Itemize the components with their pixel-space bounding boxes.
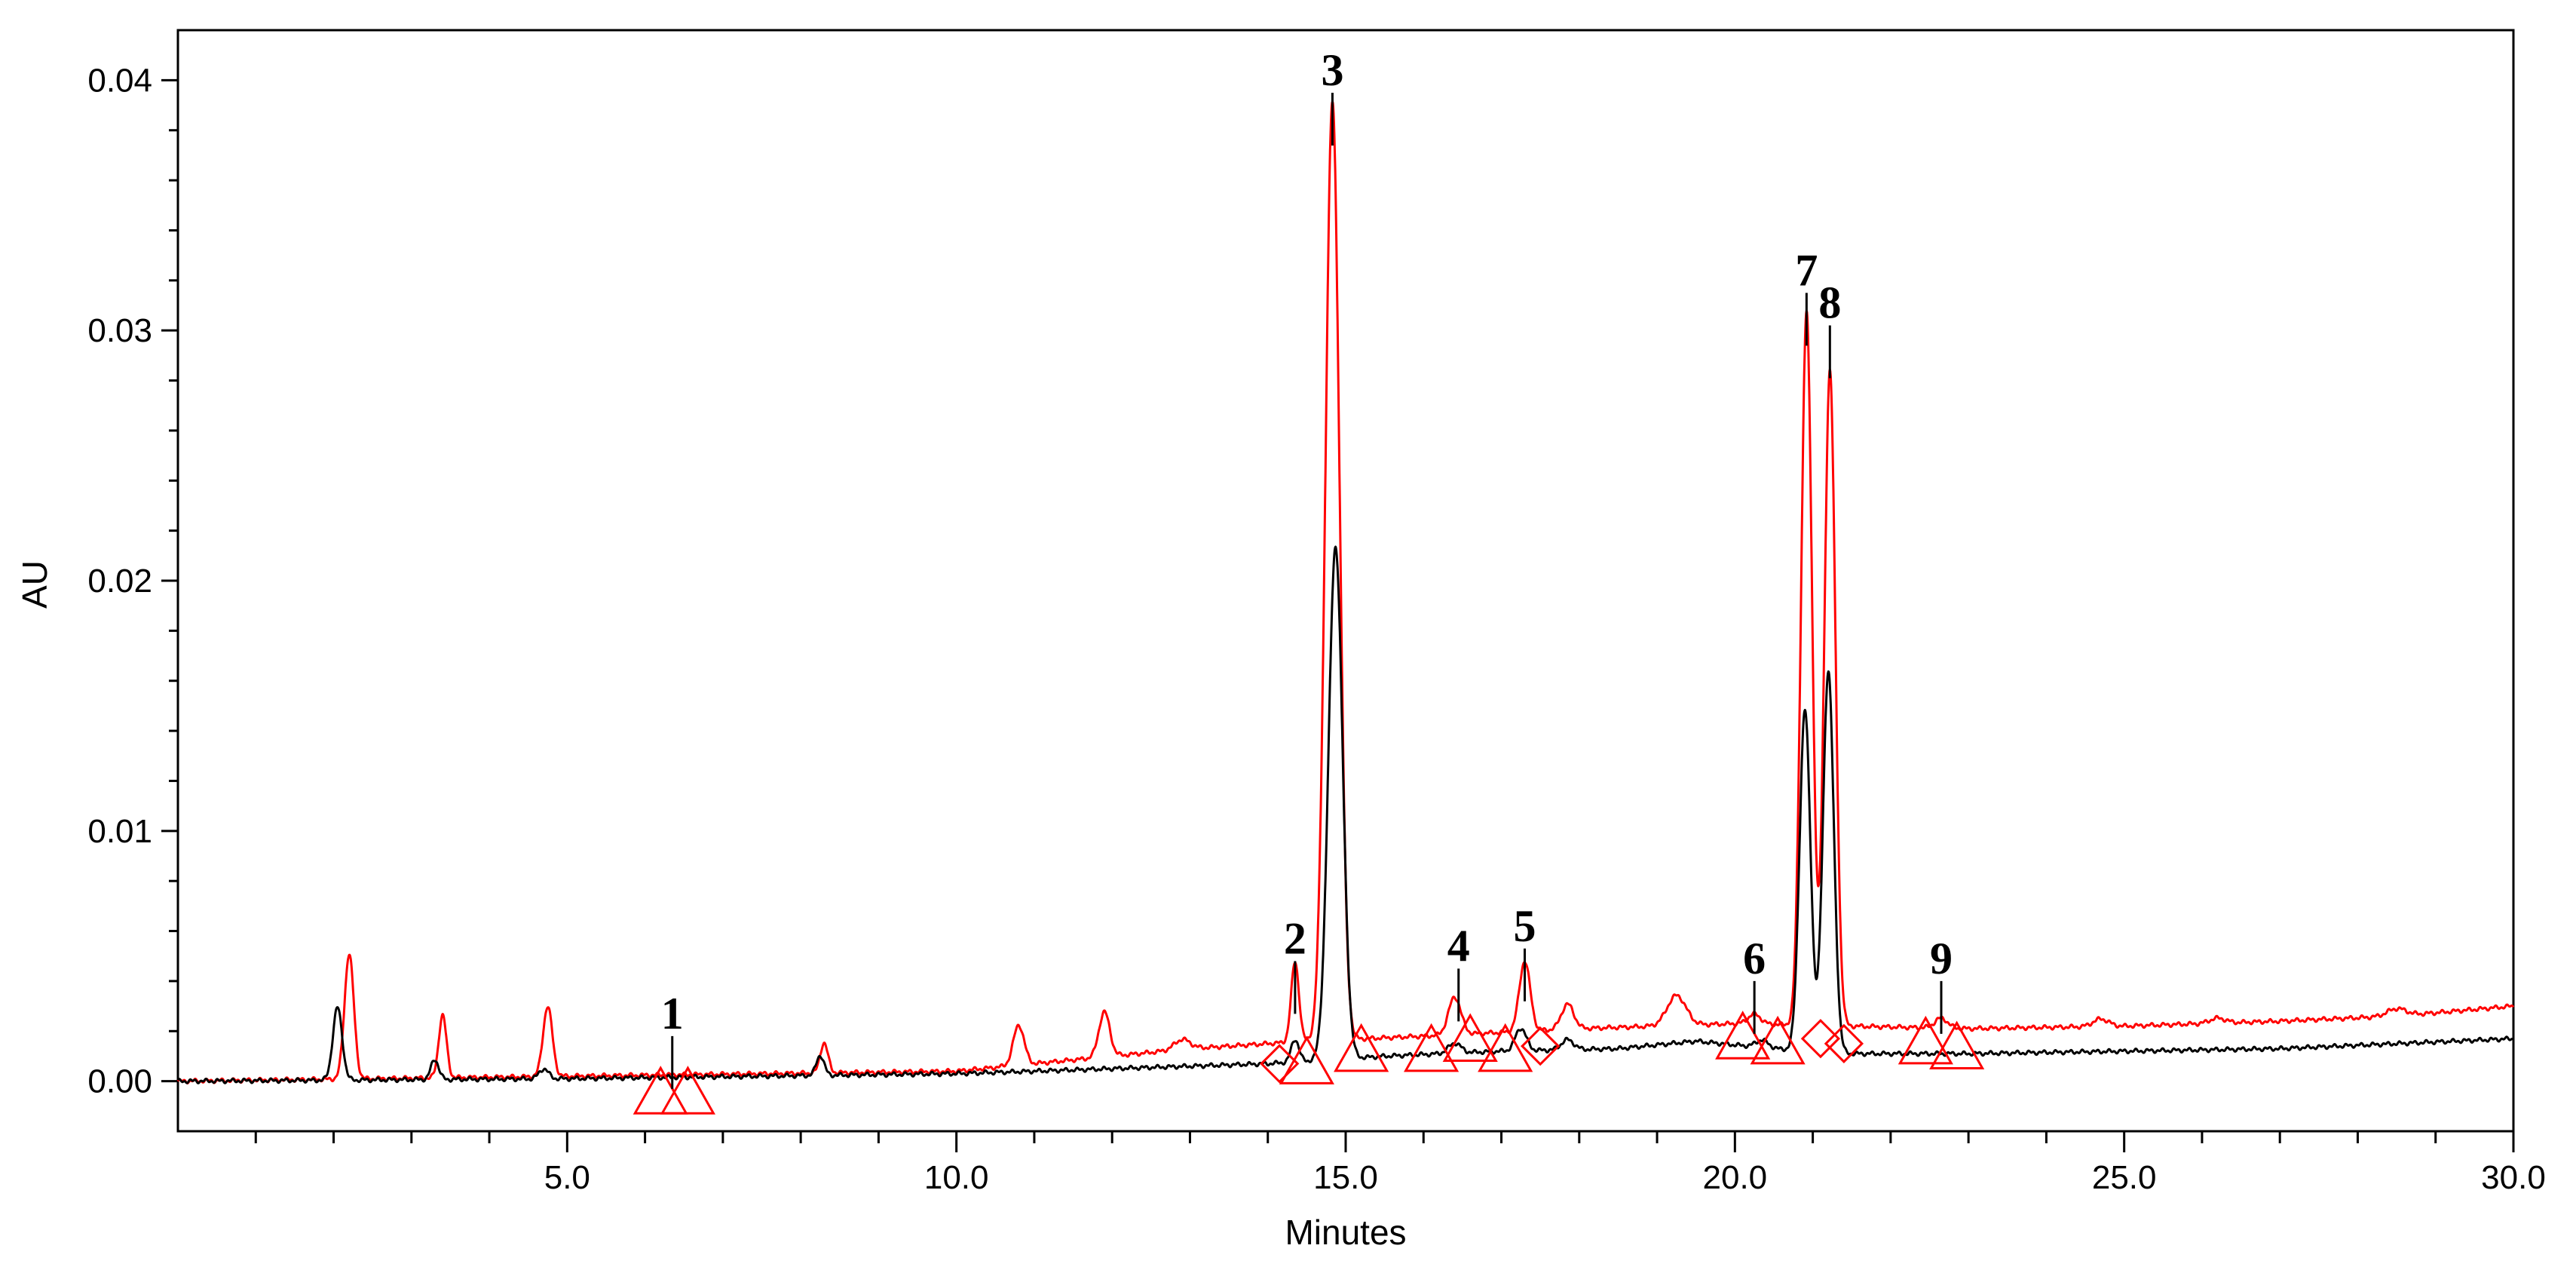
peak-label: 3 [1321,45,1343,95]
series-trace-red [176,100,2515,1084]
y-tick-label: 0.02 [87,563,152,600]
peak-label: 6 [1743,934,1766,983]
integration-marker-triangle [1404,1023,1460,1072]
x-axis-title: Minutes [1285,1213,1406,1252]
x-tick-label: 15.0 [1313,1159,1378,1196]
integration-markers [633,1011,1985,1115]
integration-marker-triangle [1442,1013,1498,1063]
x-tick-label: 20.0 [1703,1159,1768,1196]
y-axis-title: AU [15,560,54,609]
x-tick-label: 5.0 [544,1159,590,1196]
integration-marker-triangle [1898,1015,1953,1065]
integration-marker-triangle [1715,1011,1771,1060]
peak-label: 7 [1795,245,1818,295]
x-tick-label: 30.0 [2481,1159,2546,1196]
integration-marker-triangle [1750,1015,1806,1065]
integration-marker-triangle [660,1066,715,1115]
integration-marker-triangle [1929,1020,1985,1069]
peak-labels-group: 1 2 3 4 5 6 78 9 [661,45,1953,1089]
y-tick-label: 0.00 [87,1063,152,1100]
peak-label: 4 [1447,921,1470,971]
axes-group: 5.0 10.0 15.0 20.0 25.0 30.0 0.00 0.01 0.02 0.03 0… [87,62,2545,1196]
integration-marker-triangle [1478,1023,1533,1072]
peak-label: 9 [1930,934,1953,983]
peak-label: 8 [1818,278,1841,328]
x-tick-label: 25.0 [2092,1159,2157,1196]
integration-marker-triangle [633,1066,688,1115]
x-tick-label: 10.0 [924,1159,989,1196]
y-tick-label: 0.03 [87,312,152,349]
peak-label: 2 [1284,913,1306,963]
y-tick-label: 0.04 [87,62,152,99]
series-group [176,100,2515,1084]
peak-label: 1 [661,989,684,1038]
series-trace-black [176,545,2515,1084]
integration-marker-diamond [1824,1023,1864,1063]
plot-frame [176,29,2515,1133]
integration-marker-diamond [1260,1044,1300,1084]
integration-marker-diamond [1521,1026,1561,1066]
integration-marker-triangle [1334,1023,1389,1072]
peak-label: 5 [1514,901,1536,951]
integration-marker-diamond [1800,1019,1841,1059]
integration-marker-triangle [1279,1035,1334,1084]
y-tick-label: 0.01 [87,813,152,850]
